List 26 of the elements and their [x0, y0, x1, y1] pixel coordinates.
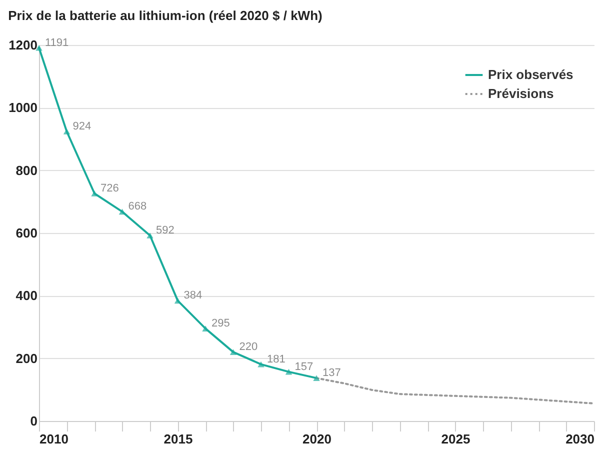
y-tick-label: 1200 — [8, 38, 38, 52]
x-tick-label: 2030 — [566, 432, 594, 446]
y-tick-label: 600 — [16, 226, 38, 240]
data-label: 592 — [156, 224, 174, 237]
data-label: 924 — [72, 120, 92, 132]
x-tick-label: 2015 — [164, 432, 193, 446]
x-tick-label: 2020 — [302, 432, 332, 446]
data-label: 1191 — [45, 36, 69, 49]
y-tick-label: 0 — [30, 414, 38, 428]
y-tick-label: 1000 — [8, 100, 38, 116]
data-label: 181 — [267, 353, 286, 366]
data-label: 137 — [322, 367, 341, 380]
data-label: 220 — [239, 341, 258, 354]
y-tick-label: 800 — [16, 162, 38, 178]
data-label: 384 — [184, 290, 202, 302]
x-tick-label: 2025 — [441, 432, 470, 446]
y-tick-label: 200 — [16, 350, 38, 366]
data-label: 668 — [128, 200, 147, 213]
x-tick-label: 2010 — [40, 432, 68, 446]
legend-label: Prix observés — [488, 67, 574, 82]
data-label: 295 — [212, 318, 230, 330]
chart-title: Prix de la batterie au lithium-ion (réel 2020 $ / kWh) — [8, 8, 322, 23]
data-label: 726 — [100, 182, 119, 195]
legend-label: Prévisions — [488, 86, 554, 101]
y-tick-label: 400 — [16, 288, 38, 304]
data-label: 157 — [294, 360, 314, 373]
